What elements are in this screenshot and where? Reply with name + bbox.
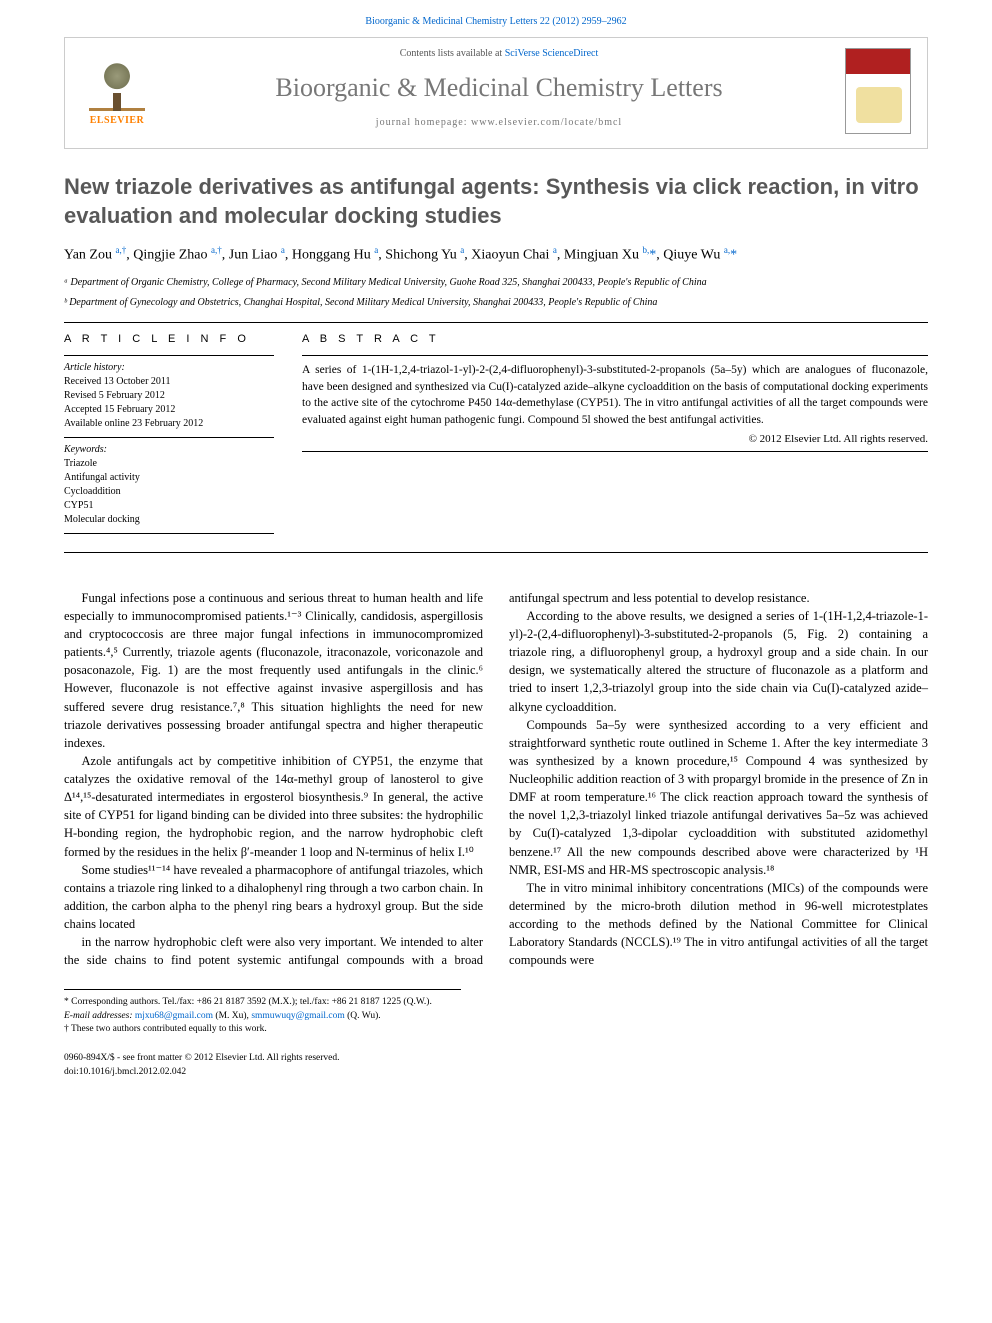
contents-prefix: Contents lists available at — [400, 48, 505, 59]
body-paragraph: Azole antifungals act by competitive inh… — [64, 752, 483, 861]
body-paragraph: Compounds 5a–5y were synthesized accordi… — [509, 716, 928, 879]
email-link[interactable]: smmuwuqy@gmail.com — [251, 1011, 344, 1021]
abstract-column: A B S T R A C T A series of 1-(1H-1,2,4-… — [302, 333, 928, 540]
publisher-logo[interactable]: ELSEVIER — [81, 48, 153, 132]
section-divider — [64, 322, 928, 323]
email-line: E-mail addresses: mjxu68@gmail.com (M. X… — [64, 1010, 461, 1023]
abstract-divider — [302, 355, 928, 356]
keyword: Triazole — [64, 457, 274, 471]
journal-cover-thumbnail[interactable] — [845, 48, 911, 134]
body-paragraph: The in vitro minimal inhibitory concentr… — [509, 879, 928, 970]
body-paragraph: Fungal infections pose a continuous and … — [64, 589, 483, 752]
section-divider — [64, 552, 928, 553]
affiliation-b: ᵇ Department of Gynecology and Obstetric… — [64, 296, 928, 310]
body-paragraph: According to the above results, we desig… — [509, 607, 928, 716]
abstract-divider — [302, 451, 928, 452]
email-suffix: (Q. Wu). — [345, 1011, 381, 1021]
info-divider — [64, 355, 274, 356]
contents-available-line: Contents lists available at SciVerse Sci… — [165, 48, 833, 59]
email-link[interactable]: mjxu68@gmail.com — [135, 1011, 213, 1021]
issn-line: 0960-894X/$ - see front matter © 2012 El… — [64, 1052, 928, 1065]
keyword: Cycloaddition — [64, 485, 274, 499]
history-received: Received 13 October 2011 — [64, 375, 274, 389]
sciencedirect-link[interactable]: SciVerse ScienceDirect — [505, 48, 599, 59]
corresponding-footnote: * Corresponding authors. Tel./fax: +86 2… — [64, 989, 461, 1036]
affiliation-a: ᵃ Department of Organic Chemistry, Colle… — [64, 276, 928, 290]
abstract-heading: A B S T R A C T — [302, 333, 928, 345]
citation-link[interactable]: Bioorganic & Medicinal Chemistry Letters… — [365, 16, 626, 27]
equal-contribution: † These two authors contributed equally … — [64, 1023, 461, 1036]
abstract-text: A series of 1-(1H-1,2,4-triazol-1-yl)-2-… — [302, 362, 928, 429]
page-footer: 0960-894X/$ - see front matter © 2012 El… — [0, 1036, 992, 1099]
keywords-label: Keywords: — [64, 444, 274, 455]
header-citation: Bioorganic & Medicinal Chemistry Letters… — [0, 0, 992, 37]
publisher-name: ELSEVIER — [90, 115, 145, 126]
history-online: Available online 23 February 2012 — [64, 417, 274, 431]
body-paragraph: Some studies¹¹⁻¹⁴ have revealed a pharma… — [64, 861, 483, 934]
email-suffix: (M. Xu), — [213, 1011, 251, 1021]
history-label: Article history: — [64, 362, 274, 373]
emails-label: E-mail addresses: — [64, 1011, 133, 1021]
history-revised: Revised 5 February 2012 — [64, 389, 274, 403]
abstract-copyright: © 2012 Elsevier Ltd. All rights reserved… — [302, 433, 928, 445]
info-divider — [64, 437, 274, 438]
keyword: Antifungal activity — [64, 471, 274, 485]
article-body: Fungal infections pose a continuous and … — [64, 589, 928, 970]
keyword: Molecular docking — [64, 513, 274, 527]
affiliations-block: ᵃ Department of Organic Chemistry, Colle… — [64, 276, 928, 310]
elsevier-tree-icon — [89, 55, 145, 111]
history-accepted: Accepted 15 February 2012 — [64, 403, 274, 417]
corresponding-authors: * Corresponding authors. Tel./fax: +86 2… — [64, 996, 461, 1009]
keyword: CYP51 — [64, 499, 274, 513]
article-info-heading: A R T I C L E I N F O — [64, 333, 274, 345]
article-info-column: A R T I C L E I N F O Article history: R… — [64, 333, 274, 540]
journal-homepage: journal homepage: www.elsevier.com/locat… — [165, 117, 833, 128]
article-title: New triazole derivatives as antifungal a… — [64, 173, 928, 230]
author-list: Yan Zou a,†, Qingjie Zhao a,†, Jun Liao … — [64, 244, 928, 266]
journal-masthead-box: ELSEVIER Contents lists available at Sci… — [64, 37, 928, 149]
info-divider — [64, 533, 274, 534]
journal-title: Bioorganic & Medicinal Chemistry Letters — [165, 73, 833, 103]
doi-line: doi:10.1016/j.bmcl.2012.02.042 — [64, 1066, 928, 1079]
